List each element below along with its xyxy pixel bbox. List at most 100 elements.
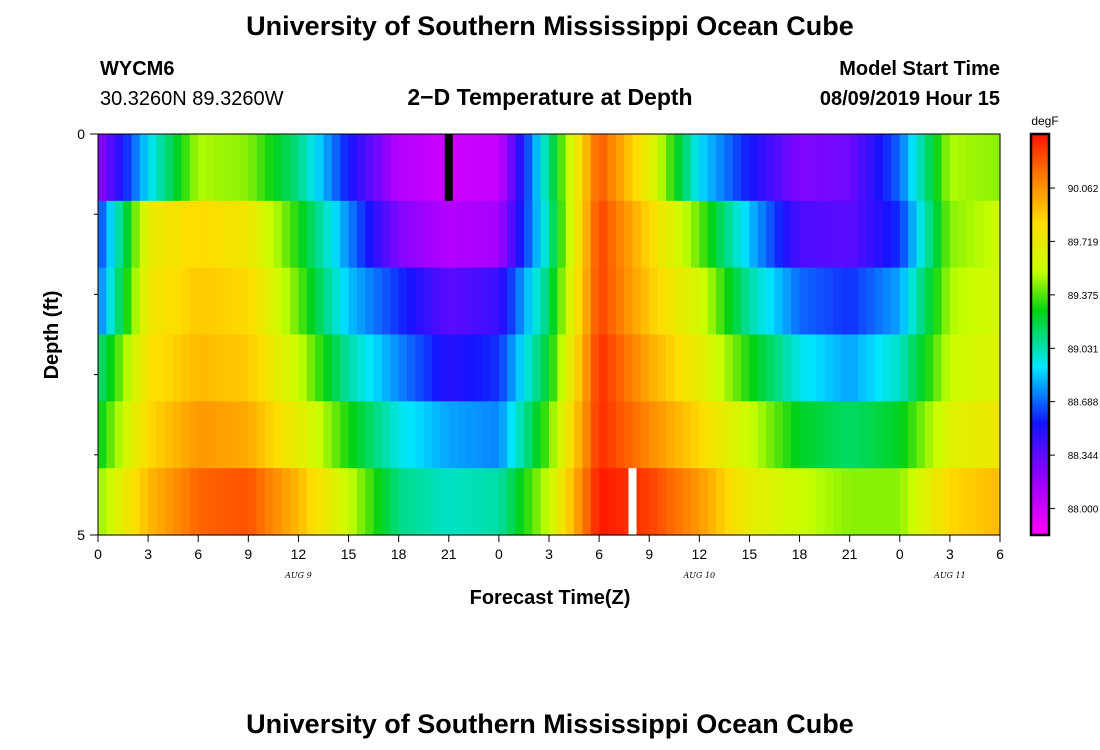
heatmap-cell [407, 334, 416, 402]
heatmap-cell [908, 334, 918, 402]
heatmap-cell [206, 267, 216, 336]
colorbar-segment [1031, 234, 1049, 238]
heatmap-cell [298, 134, 308, 202]
colorbar-segment [1031, 319, 1049, 323]
heatmap-cell [482, 401, 492, 469]
heatmap-cell [782, 267, 792, 336]
heatmap-cell [98, 267, 107, 336]
colorbar-segment [1031, 459, 1049, 463]
heatmap-cell [490, 134, 500, 202]
heatmap-cell [983, 267, 993, 336]
colorbar-segment [1031, 382, 1049, 386]
heatmap-cell [599, 200, 609, 269]
heatmap-cell [365, 401, 375, 469]
heatmap-cell [231, 468, 241, 536]
heatmap-cell [624, 401, 634, 469]
heatmap-cell [866, 134, 876, 202]
colorbar-segment [1031, 291, 1049, 295]
colorbar-tick-label: 88.688 [1068, 398, 1099, 409]
heatmap-cell [432, 200, 442, 269]
heatmap-cell [290, 134, 300, 202]
heatmap-cell [966, 200, 976, 269]
heatmap-cell [782, 200, 792, 269]
heatmap-cell [908, 468, 918, 536]
heatmap-cell [473, 401, 483, 469]
heatmap-cell [916, 267, 926, 336]
heatmap-cell [766, 334, 776, 402]
heatmap-cell [891, 134, 901, 202]
heatmap-cell [841, 134, 851, 202]
heatmap-cell [473, 134, 483, 202]
colorbar-segment [1031, 432, 1049, 436]
heatmap-cell [114, 334, 124, 402]
heatmap-cell [682, 134, 692, 202]
heatmap-cell [390, 468, 400, 536]
heatmap-cell [590, 134, 600, 202]
heatmap-cell [173, 468, 183, 536]
heatmap-cell [415, 334, 425, 402]
heatmap-cell [816, 468, 826, 536]
heatmap-cell [498, 334, 508, 402]
heatmap-cell [231, 401, 241, 469]
colorbar-segment [1031, 259, 1049, 263]
heatmap-cell [139, 134, 149, 202]
heatmap-cell [390, 401, 400, 469]
plot-title: 2−D Temperature at Depth [407, 84, 692, 110]
heatmap-cell [223, 468, 233, 536]
colorbar-segment [1031, 139, 1049, 143]
colorbar-tick-label: 90.062 [1068, 184, 1099, 195]
colorbar-segment [1031, 484, 1049, 488]
heatmap-cell [315, 200, 325, 269]
heatmap-cell [423, 468, 433, 536]
heatmap-cell [465, 401, 475, 469]
heatmap-cell [791, 267, 801, 336]
heatmap-cell [632, 468, 642, 536]
colorbar: 90.062 89.719 89.375 89.031 88.688 88.344 88.0… [1029, 132, 1099, 537]
colorbar-tick-label: 88.000 [1068, 505, 1099, 516]
heatmap-cell [782, 401, 792, 469]
heatmap-cell [707, 267, 717, 336]
heatmap-cell [590, 200, 600, 269]
colorbar-segment [1031, 226, 1049, 230]
heatmap-cell [114, 267, 124, 336]
heatmap-cell [490, 401, 500, 469]
heatmap-cell [415, 200, 425, 269]
heatmap-cell [707, 134, 717, 202]
colorbar-segment [1031, 136, 1049, 140]
heatmap-cell [749, 200, 759, 269]
colorbar-tick-label: 89.031 [1068, 344, 1099, 355]
heatmap-cell [239, 134, 249, 202]
heatmap-cell [607, 267, 617, 336]
colorbar-segment [1031, 189, 1049, 193]
colorbar-segment [1031, 482, 1049, 486]
x-tick-label: 3 [144, 546, 152, 562]
colorbar-segment [1031, 392, 1049, 396]
heatmap-cell [949, 267, 959, 336]
heatmap-cell [649, 401, 659, 469]
heatmap-cell [849, 334, 859, 402]
heatmap-cell [799, 468, 809, 536]
heatmap-cell [164, 401, 174, 469]
colorbar-segment [1031, 499, 1049, 504]
heatmap-cell [933, 200, 943, 269]
y-tick-label: 5 [77, 527, 85, 543]
colorbar-segment [1031, 224, 1049, 228]
heatmap-cell [331, 334, 341, 402]
heatmap-cell [515, 200, 525, 269]
heatmap-cell [849, 401, 859, 469]
colorbar-segment [1031, 284, 1049, 288]
heatmap-cell [874, 401, 884, 469]
heatmap-cell [958, 468, 968, 536]
colorbar-segment [1031, 174, 1049, 178]
heatmap-cell [273, 267, 283, 336]
heatmap-cell [632, 134, 642, 202]
x-tick-label: 0 [896, 546, 904, 562]
heatmap-cell [148, 134, 158, 202]
heatmap-cell [164, 134, 174, 202]
colorbar-segment [1031, 444, 1049, 448]
x-tick-label: 6 [996, 546, 1004, 562]
colorbar-segment [1031, 437, 1049, 441]
heatmap-cell [198, 134, 208, 202]
heatmap-cell [123, 267, 133, 336]
heatmap-cell [582, 267, 592, 336]
